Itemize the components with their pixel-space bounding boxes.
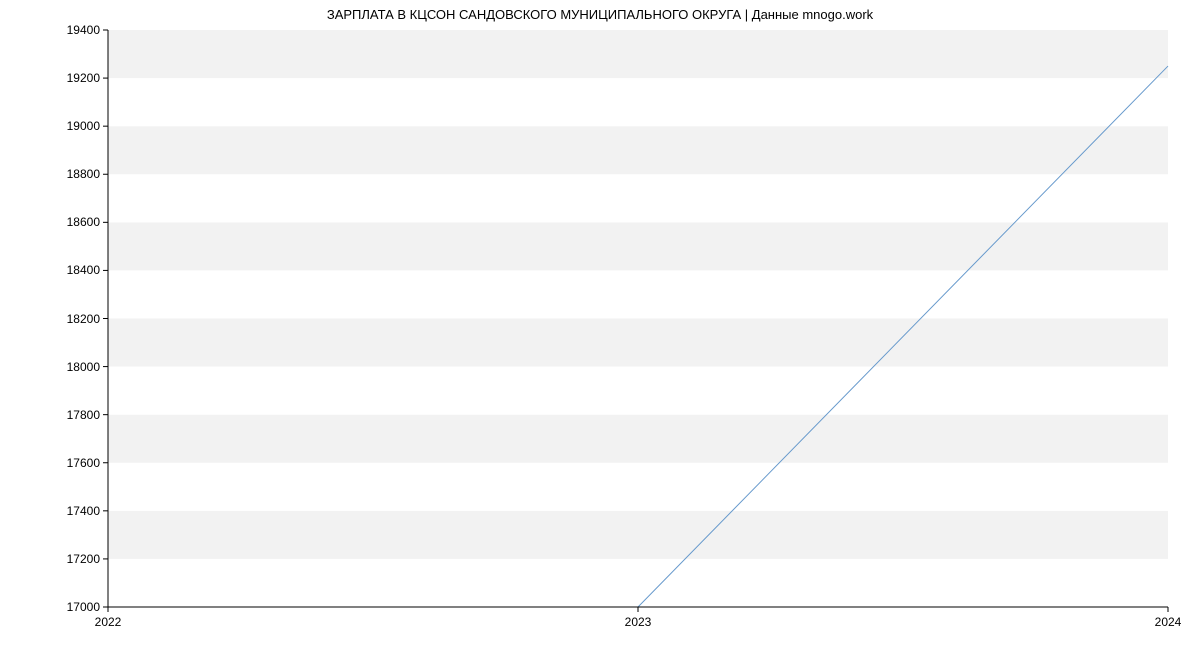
grid-band (108, 270, 1168, 318)
grid-band (108, 30, 1168, 78)
chart-svg (108, 30, 1168, 607)
y-tick-label: 18200 (67, 312, 100, 326)
x-tick-label: 2022 (95, 615, 122, 629)
grid-band (108, 222, 1168, 270)
grid-band (108, 415, 1168, 463)
y-tick-label: 17600 (67, 456, 100, 470)
grid-band (108, 511, 1168, 559)
y-tick-label: 19400 (67, 23, 100, 37)
grid-band (108, 559, 1168, 607)
grid-band (108, 78, 1168, 126)
y-tick-label: 17400 (67, 504, 100, 518)
grid-band (108, 174, 1168, 222)
chart-title: ЗАРПЛАТА В КЦСОН САНДОВСКОГО МУНИЦИПАЛЬН… (0, 7, 1200, 22)
y-tick-label: 17200 (67, 552, 100, 566)
y-tick-label: 17800 (67, 408, 100, 422)
grid-band (108, 319, 1168, 367)
y-tick-label: 19200 (67, 71, 100, 85)
chart-container: ЗАРПЛАТА В КЦСОН САНДОВСКОГО МУНИЦИПАЛЬН… (0, 0, 1200, 650)
x-tick-label: 2024 (1155, 615, 1182, 629)
y-tick-label: 19000 (67, 119, 100, 133)
grid-band (108, 367, 1168, 415)
y-tick-label: 18600 (67, 215, 100, 229)
y-tick-label: 18800 (67, 167, 100, 181)
x-tick-label: 2023 (625, 615, 652, 629)
plot-area: 1700017200174001760017800180001820018400… (108, 30, 1168, 607)
y-tick-label: 18400 (67, 263, 100, 277)
grid-band (108, 126, 1168, 174)
y-tick-label: 18000 (67, 360, 100, 374)
grid-band (108, 463, 1168, 511)
y-tick-label: 17000 (67, 600, 100, 614)
